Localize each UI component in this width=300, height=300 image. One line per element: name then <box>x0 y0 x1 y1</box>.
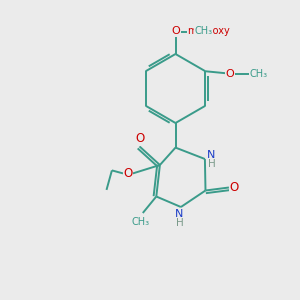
Text: methoxy: methoxy <box>199 30 205 31</box>
Text: O: O <box>171 26 180 37</box>
Text: O: O <box>136 132 145 146</box>
Text: O: O <box>230 181 239 194</box>
Text: N: N <box>207 150 215 161</box>
Text: CH₃: CH₃ <box>131 217 149 227</box>
Text: N: N <box>175 208 184 219</box>
Text: H: H <box>208 159 215 170</box>
Text: H: H <box>176 218 183 228</box>
Text: O: O <box>226 69 234 79</box>
Text: methoxy: methoxy <box>187 26 230 37</box>
Text: CH₃: CH₃ <box>249 69 267 79</box>
Text: O: O <box>123 167 132 180</box>
Text: CH₃: CH₃ <box>195 26 213 37</box>
